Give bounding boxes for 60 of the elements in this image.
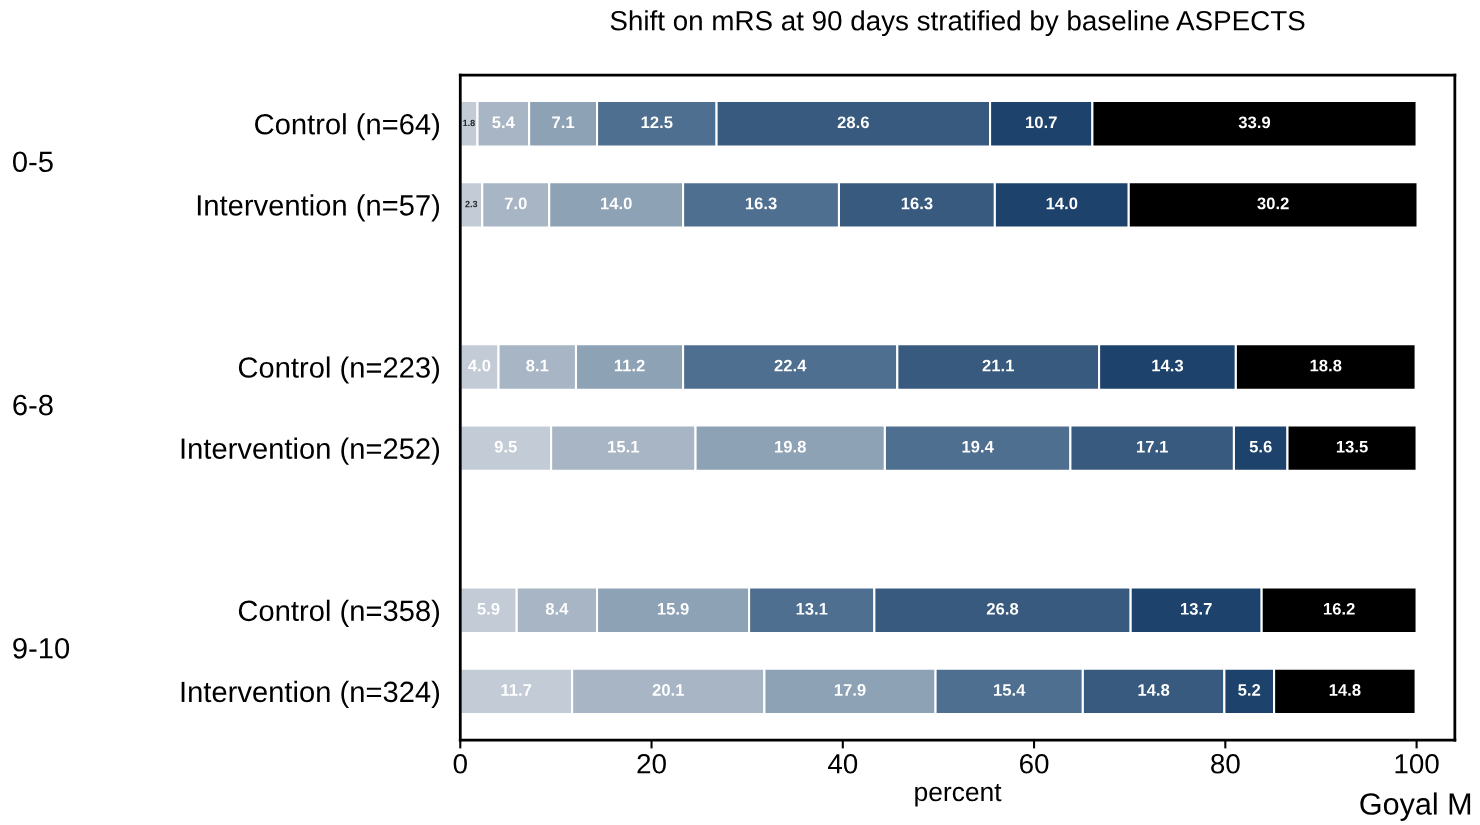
y-tick-label: Intervention (n=57) (197, 194, 440, 222)
data-label: 15.9 (657, 602, 689, 615)
data-label: 5.6 (1249, 440, 1272, 453)
y-tick-label: Control (n=64) (255, 113, 440, 141)
data-label: 12.5 (641, 116, 673, 129)
text: 9-10 (13, 638, 70, 659)
x-tick-label: 40 (827, 753, 858, 774)
x-tick-label: 0 (453, 753, 467, 774)
data-label: 17.1 (1137, 440, 1168, 453)
y-tick-label: Control (n=223) (238, 356, 440, 384)
data-label: 11.2 (614, 359, 645, 372)
data-label: 26.8 (986, 602, 1019, 615)
data-label: 2.3 (465, 200, 478, 208)
x-axis-title: percent (915, 783, 1002, 807)
data-label: 13.5 (1336, 440, 1368, 453)
text: 0-5 (12, 151, 53, 173)
y-tick-label: Intervention (n=252) (181, 437, 440, 465)
data-label: 7.1 (552, 116, 575, 129)
data-label: 15.1 (608, 440, 640, 453)
text: Goyal M (1360, 792, 1471, 821)
data-label: 20.1 (652, 684, 685, 696)
data-label: 1.8 (463, 119, 475, 127)
data-label: 18.8 (1310, 359, 1342, 372)
data-label: 16.3 (901, 197, 933, 210)
data-label: 5.9 (477, 602, 500, 615)
data-label: 17.9 (834, 684, 866, 696)
data-label: 11.7 (501, 684, 532, 696)
data-label: 19.8 (775, 440, 806, 453)
data-label: 14.8 (1329, 684, 1361, 696)
x-tick-label: 20 (637, 753, 666, 774)
x-tick-label: 60 (1020, 753, 1049, 774)
data-label: 22.4 (774, 359, 807, 372)
data-label: 13.1 (796, 602, 828, 615)
data-label: 10.7 (1026, 116, 1057, 129)
data-label: 5.4 (492, 116, 515, 129)
data-label: 14.0 (1046, 197, 1078, 210)
data-label: 16.2 (1323, 602, 1355, 615)
x-tick-label: 80 (1211, 753, 1240, 774)
data-label: 4.0 (468, 359, 491, 372)
data-label: 5.2 (1238, 684, 1261, 696)
data-label: 28.6 (837, 116, 869, 129)
data-label: 7.0 (504, 197, 527, 210)
data-label: 33.9 (1238, 116, 1271, 129)
data-label: 14.3 (1152, 359, 1184, 372)
chart-title: Shift on mRS at 90 days stratified by baseline ASPECTS (610, 10, 1305, 37)
data-label: 16.3 (745, 197, 777, 210)
y-tick-label: Control (n=358) (238, 599, 440, 627)
data-label: 30.2 (1257, 197, 1289, 210)
y-tick-label: Intervention (n=324) (181, 680, 440, 708)
data-label: 8.4 (545, 602, 569, 615)
data-label: 14.8 (1138, 684, 1170, 696)
data-label: 19.4 (962, 440, 994, 453)
data-label: 15.4 (994, 684, 1026, 696)
data-label: 8.1 (526, 359, 549, 372)
data-label: 13.7 (1180, 602, 1212, 615)
x-tick-label: 100 (1395, 753, 1439, 774)
data-label: 14.0 (600, 197, 632, 210)
data-label: 21.1 (982, 359, 1014, 372)
data-label: 9.5 (494, 440, 517, 453)
text: 6-8 (13, 394, 53, 416)
